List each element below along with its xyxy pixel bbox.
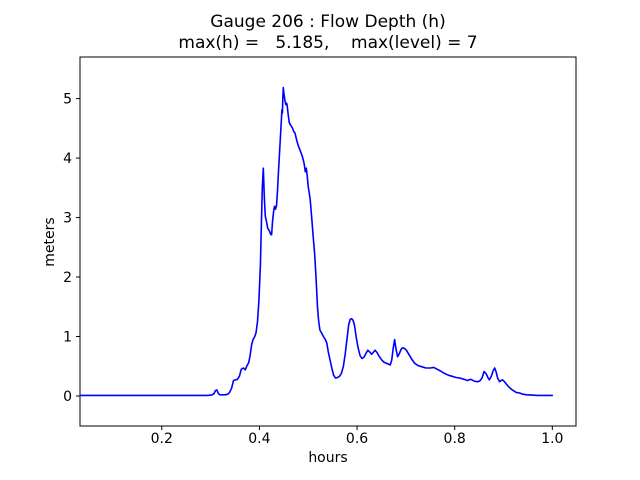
y-tick-label: 4 (63, 151, 72, 167)
x-tick-label: 1.0 (541, 431, 563, 447)
y-tick-label: 5 (63, 92, 72, 108)
axes-frame (79, 56, 577, 427)
flow-depth-line (79, 86, 554, 397)
x-tick-label: 0.4 (248, 431, 270, 447)
x-tick-label: 0.8 (444, 431, 466, 447)
y-tick-label: 1 (63, 330, 72, 346)
chart-subtitle: max(h) = 5.185, max(level) = 7 (178, 33, 478, 53)
x-tick-label: 0.6 (346, 431, 368, 447)
y-tick-label: 0 (63, 389, 72, 405)
x-tick-label: 0.2 (151, 431, 173, 447)
x-axis-label: hours (308, 450, 348, 466)
y-tick-label: 3 (63, 211, 72, 227)
chart-title-block: Gauge 206 : Flow Depth (h) max(h) = 5.18… (80, 12, 576, 54)
y-tick-label: 2 (63, 270, 72, 286)
chart-title: Gauge 206 : Flow Depth (h) (210, 12, 446, 32)
y-axis-label: meters (42, 217, 58, 267)
